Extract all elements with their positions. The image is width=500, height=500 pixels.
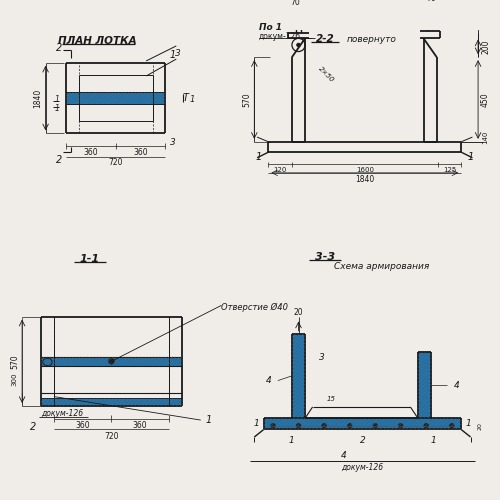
Text: 1-1: 1-1	[80, 254, 100, 264]
Text: ПЛАН ЛОТКА: ПЛАН ЛОТКА	[58, 36, 136, 46]
Text: 70: 70	[291, 0, 300, 7]
Text: 570: 570	[242, 92, 252, 107]
Text: 4: 4	[454, 381, 460, 390]
Text: 360: 360	[84, 148, 98, 156]
Text: 1: 1	[54, 94, 60, 104]
Text: докум-126: докум-126	[342, 462, 384, 471]
Text: 2: 2	[56, 43, 62, 53]
Text: 20: 20	[294, 308, 304, 318]
Text: 2: 2	[30, 422, 36, 432]
Text: повернуто: повернуто	[347, 35, 397, 44]
Text: 360: 360	[133, 421, 148, 430]
Text: 1: 1	[430, 436, 436, 446]
Text: 4: 4	[266, 376, 272, 385]
Circle shape	[398, 424, 403, 428]
Text: 1840: 1840	[355, 175, 374, 184]
Text: 1: 1	[254, 420, 259, 428]
Text: 140: 140	[482, 130, 488, 144]
Text: 1: 1	[54, 104, 60, 113]
Text: 720: 720	[108, 158, 123, 167]
Text: Отверстие Ø40: Отверстие Ø40	[222, 302, 288, 312]
Text: T: T	[182, 93, 188, 103]
Text: 1: 1	[170, 50, 175, 60]
Bar	[418, 352, 431, 418]
Text: 15: 15	[327, 396, 336, 402]
Text: 720: 720	[104, 432, 118, 440]
Circle shape	[424, 424, 428, 428]
Text: докум-126: докум-126	[259, 32, 301, 41]
Circle shape	[450, 424, 454, 428]
Bar	[264, 418, 461, 430]
Circle shape	[373, 424, 378, 428]
Text: 360: 360	[133, 148, 148, 156]
Text: 450: 450	[481, 92, 490, 107]
Text: докум-126: докум-126	[41, 409, 83, 418]
Text: 1840: 1840	[34, 88, 42, 108]
Text: 3: 3	[319, 352, 325, 362]
Text: 1: 1	[256, 152, 262, 162]
Bar	[66, 92, 165, 104]
Text: 2: 2	[56, 154, 62, 164]
Text: 1: 1	[190, 96, 195, 104]
Text: 300: 300	[12, 373, 18, 386]
Text: Схема армирования: Схема армирования	[334, 262, 429, 272]
Text: 570: 570	[10, 354, 19, 368]
Text: 2-2: 2-2	[316, 34, 334, 44]
Text: 4: 4	[341, 452, 346, 460]
Circle shape	[296, 43, 300, 47]
Bar	[41, 398, 182, 406]
Text: 3: 3	[170, 138, 175, 147]
Circle shape	[271, 424, 276, 428]
Text: 20: 20	[478, 422, 482, 430]
Text: 1: 1	[468, 152, 473, 162]
Circle shape	[108, 358, 114, 364]
Text: 3-3: 3-3	[315, 252, 335, 262]
Text: 70: 70	[426, 0, 436, 4]
Text: 120: 120	[273, 167, 286, 173]
Text: 2×50: 2×50	[317, 65, 334, 83]
Text: 360: 360	[76, 421, 90, 430]
Text: 125: 125	[443, 167, 456, 173]
Text: 2: 2	[360, 436, 366, 446]
Text: 1: 1	[466, 420, 471, 428]
Circle shape	[348, 424, 352, 428]
Bar	[41, 357, 182, 366]
Text: 200: 200	[481, 40, 490, 54]
Text: По 1: По 1	[259, 22, 282, 32]
Circle shape	[322, 424, 326, 428]
Text: 3: 3	[176, 49, 181, 58]
Text: 1: 1	[205, 415, 212, 425]
Bar	[292, 334, 305, 418]
Text: 1600: 1600	[356, 167, 374, 173]
Text: 1: 1	[289, 436, 295, 446]
Circle shape	[296, 424, 301, 428]
